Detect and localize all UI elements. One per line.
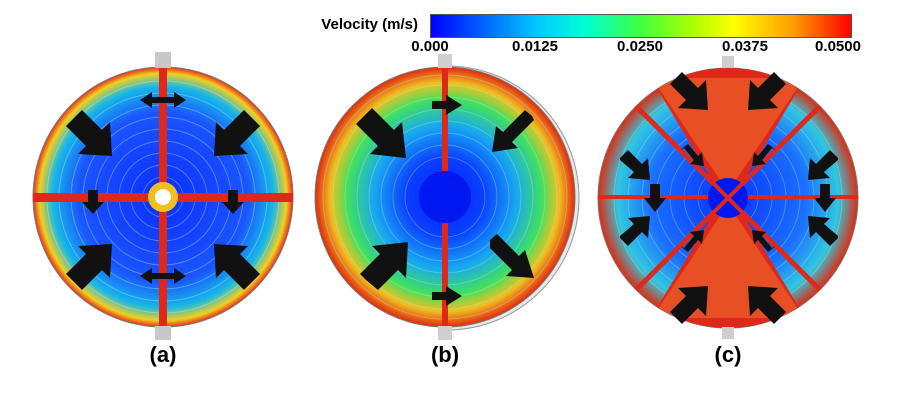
- panel-b-arrows: [356, 95, 534, 306]
- colorbar-tick-min: 0.000: [411, 38, 449, 55]
- colorbar-tick-2: 0.0250: [617, 38, 663, 55]
- panel-label-c: (c): [714, 342, 742, 367]
- colorbar-title: Velocity (m/s): [321, 16, 418, 33]
- panel-c-arrows: [620, 72, 838, 324]
- colorbar-tick-3: 0.0375: [722, 38, 768, 55]
- panel-label-b: (b): [430, 342, 460, 367]
- panel-label-a: (a): [149, 342, 177, 367]
- colorbar-tick-max: 0.0500: [815, 38, 861, 55]
- velocity-colorbar: [430, 14, 852, 38]
- colorbar-tick-1: 0.0125: [512, 38, 558, 55]
- panel-a-contour: [32, 52, 294, 340]
- panel-a-arrows: [66, 92, 260, 290]
- panel-c-contour: [597, 56, 859, 339]
